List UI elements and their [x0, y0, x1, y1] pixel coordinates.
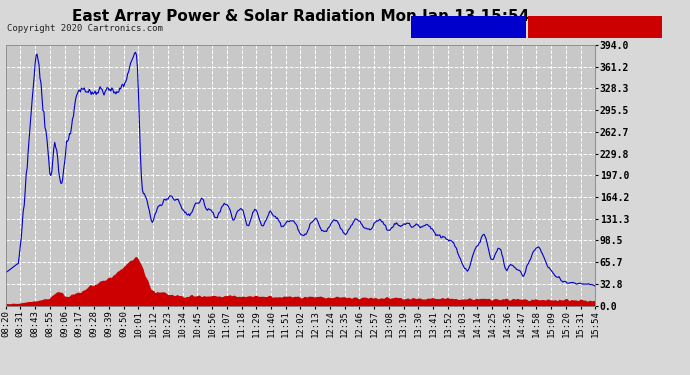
Text: Copyright 2020 Cartronics.com: Copyright 2020 Cartronics.com	[7, 24, 163, 33]
Text: Radiation (w/m2): Radiation (w/m2)	[413, 22, 500, 31]
Text: East Array Power & Solar Radiation Mon Jan 13 15:54: East Array Power & Solar Radiation Mon J…	[72, 9, 529, 24]
Text: East Array (DC Watts): East Array (DC Watts)	[531, 22, 644, 31]
